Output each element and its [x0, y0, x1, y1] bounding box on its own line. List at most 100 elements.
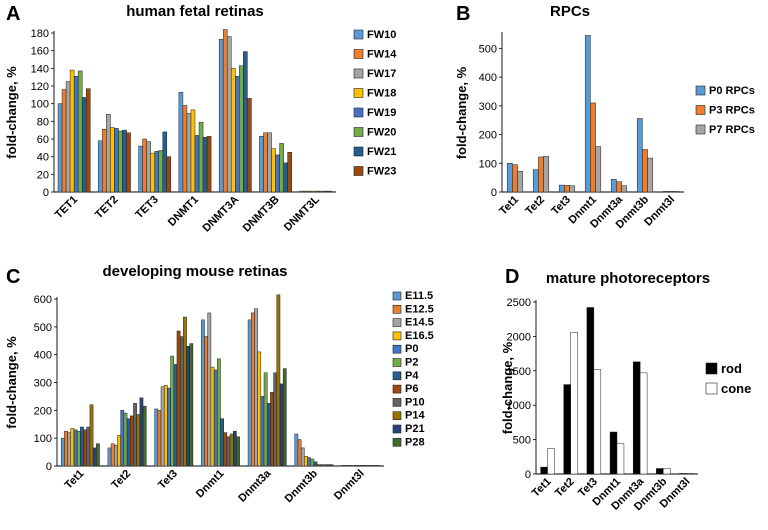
panel-c-legend-label-p14: P14 [405, 410, 425, 422]
panel-c-bar-e16-5-tet1 [70, 428, 75, 467]
panel-d-y-tick-1: 500 [513, 435, 531, 447]
panel-a-bar-fw17-tet1 [65, 81, 71, 193]
panel-a-bar-fw21-dnmt3a [243, 51, 248, 193]
panel-c-bar-p0-dnmt1 [213, 369, 218, 467]
panel-a-legend-label-fw14: FW14 [367, 49, 397, 61]
panel-c-bar-e14-5-dnmt1 [207, 312, 212, 467]
panel-a-legend-label-fw18: FW18 [367, 88, 396, 100]
panel-c-bar-p2-tet3 [170, 355, 175, 467]
panel-c-bar-p0-dnmt3b [307, 457, 311, 467]
panel-b-bar-p3-rpcs-dnmt3b [642, 149, 648, 193]
panel-a-bar-fw18-tet3 [150, 152, 155, 193]
panel-a-bar-fw21-dnmt1 [202, 136, 208, 193]
panel-a-bar-fw19-dnmt1 [194, 135, 200, 193]
panel-d-y-axis-label: fold-change, % [500, 341, 515, 434]
panel-b-chart: B RPCs fold-change, % 0 100 200 300 400 500 Tet1 T… [454, 3, 755, 231]
panel-c-bar-e16-5-dnmt3a [257, 351, 262, 467]
panel-c-bar-p10-dnmt3a [273, 372, 278, 467]
panel-c-bar-p2-dnmt3l [357, 465, 361, 467]
panel-c-bar-p28-dnmt3l [376, 465, 381, 467]
panel-a-legend-label-fw23: FW23 [367, 166, 396, 178]
panel-b-bar-p3-rpcs-dnmt1 [590, 102, 596, 193]
panel-b-bar-p7-rpcs-tet1 [517, 171, 524, 193]
panel-c-bar-p28-dnmt1 [236, 436, 240, 467]
panel-c-y-tick-2: 200 [34, 405, 52, 417]
panel-c-y-tick-3: 300 [34, 378, 52, 390]
panel-c-x-tick-tet3: Tet3 [156, 468, 180, 492]
panel-a-y-axis-label: fold-change, % [4, 66, 19, 159]
panel-c-bar-e14-5-dnmt3b [300, 447, 305, 467]
panel-b-bar-p3-rpcs-tet2 [538, 156, 544, 193]
panel-a-y-tick-5: 100 [31, 99, 49, 111]
panel-a-bar-fw18-tet2 [110, 127, 115, 193]
panel-d-legend-label-cone: cone [721, 381, 751, 396]
panel-c-bar-e14-5-tet2 [114, 444, 118, 467]
panel-c-bar-p0-tet3 [167, 387, 171, 467]
panel-b-bar-p7-rpcs-dnmt3a [621, 185, 628, 193]
panel-c-legend-swatch-p10 [392, 398, 402, 407]
panel-c-bar-e12-5-tet3 [157, 410, 162, 467]
panel-c-bar-p28-dnmt3b [329, 464, 334, 467]
panel-a-bar-fw10-dnmt3a [218, 38, 224, 193]
panel-c-bar-e16-5-dnmt1 [210, 366, 215, 467]
panel-c-legend-label-p4: P4 [405, 370, 419, 382]
panel-a-y-tick-8: 160 [31, 46, 49, 58]
panel-a-bar-fw18-dnmt3l [311, 190, 317, 193]
panel-c-bar-p14-tet3 [183, 316, 187, 467]
panel-c-bar-p0-dnmt3a [260, 396, 265, 467]
panel-d-title: mature photoreceptors [546, 270, 710, 287]
panel-c-bar-e12-5-dnmt1 [204, 336, 208, 467]
panel-a-bar-fw19-tet2 [114, 128, 119, 193]
panel-b-bar-p0-rpcs-tet2 [532, 169, 539, 193]
panel-b-y-axis-label: fold-change, % [454, 66, 469, 159]
panel-c-bar-p10-tet3 [179, 336, 184, 467]
panel-c-bar-e11-5-dnmt3a [247, 319, 252, 467]
panel-a-bar-fw18-dnmt3a [231, 68, 236, 193]
panel-a-legend-swatch-fw21 [353, 146, 364, 157]
panel-a-legend-swatch-fw14 [353, 49, 364, 59]
panel-b-bar-p0-rpcs-dnmt1 [584, 35, 591, 193]
panel-b-legend-label-p0-rpcs: P0 RPCs [709, 85, 755, 97]
panel-c-bar-p14-dnmt3l [369, 465, 374, 467]
panel-d-bar-cone-dnmt3a [639, 372, 648, 475]
panel-c-bar-e16-5-tet3 [163, 385, 168, 467]
panel-a-bar-fw19-tet3 [154, 151, 159, 193]
panel-a-letter: A [6, 3, 20, 25]
panel-c-legend-swatch-p2 [392, 358, 402, 367]
panel-a-y-tick-2: 40 [37, 152, 49, 164]
panel-a-bar-fw20-dnmt1 [198, 121, 204, 193]
panel-a-bar-fw14-tet2 [102, 129, 107, 193]
panel-a-legend-label-fw17: FW17 [367, 68, 396, 80]
panel-c-bar-e14-5-tet3 [160, 386, 165, 467]
panel-c-bar-e16-5-tet2 [117, 435, 121, 467]
panel-c-title: developing mouse retinas [102, 263, 287, 280]
panel-a-bar-fw23-tet2 [126, 132, 131, 193]
panel-c-legend-label-e16-5: E16.5 [405, 330, 434, 342]
panel-d-y-tick-5: 2500 [507, 297, 531, 309]
panel-d-bar-rod-tet1 [540, 466, 548, 475]
panel-a-legend-swatch-fw10 [353, 29, 364, 40]
panel-c-bar-e12-5-dnmt3l [344, 465, 349, 467]
panel-c-bar-p21-tet2 [139, 397, 144, 467]
panel-a-bar-fw10-tet2 [98, 140, 103, 193]
panel-c-bar-p0-tet2 [120, 410, 125, 467]
panel-b-y-tick-0: 0 [491, 187, 497, 199]
panel-c-bar-p28-tet1 [96, 443, 100, 467]
panel-a-bar-fw21-dnmt3l [323, 190, 329, 193]
panel-a-bar-fw10-dnmt1 [178, 91, 184, 193]
panel-a-bar-fw23-tet1 [85, 88, 91, 193]
panel-c-bar-p4-dnmt3l [360, 465, 365, 467]
panel-a-bar-fw14-dnmt3l [303, 190, 309, 193]
panel-d-x-tick-tet1: Tet1 [530, 476, 554, 500]
panel-a-bar-fw18-dnmt1 [190, 109, 196, 193]
panel-a-bar-fw17-dnmt3l [307, 190, 313, 193]
panel-a-bar-fw14-tet3 [142, 138, 147, 193]
panel-b-y-tick-2: 200 [479, 130, 497, 142]
panel-a-bar-fw10-tet3 [138, 145, 143, 193]
panel-d-bar-rod-tet3 [586, 307, 595, 475]
panel-b-bar-p0-rpcs-dnmt3b [636, 118, 643, 193]
panel-b-y-tick-5: 500 [479, 43, 497, 55]
panel-b-x-tick-tet1: Tet1 [497, 194, 521, 218]
